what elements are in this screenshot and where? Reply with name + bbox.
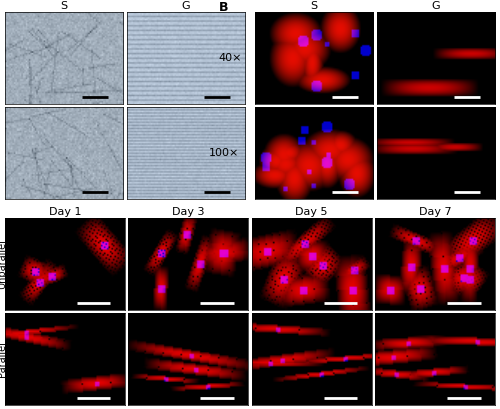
Y-axis label: 40×: 40× — [218, 53, 242, 63]
Text: B: B — [220, 1, 229, 14]
Y-axis label: 100×: 100× — [209, 148, 240, 158]
Title: G: G — [432, 2, 440, 11]
Title: Day 7: Day 7 — [419, 207, 452, 217]
Title: G: G — [182, 2, 190, 11]
Title: S: S — [310, 2, 318, 11]
Y-axis label: Unparallel: Unparallel — [0, 239, 7, 289]
Title: S: S — [60, 2, 68, 11]
Title: Day 3: Day 3 — [172, 207, 204, 217]
Y-axis label: Parallel: Parallel — [0, 341, 7, 377]
Title: Day 5: Day 5 — [296, 207, 328, 217]
Title: Day 1: Day 1 — [48, 207, 81, 217]
